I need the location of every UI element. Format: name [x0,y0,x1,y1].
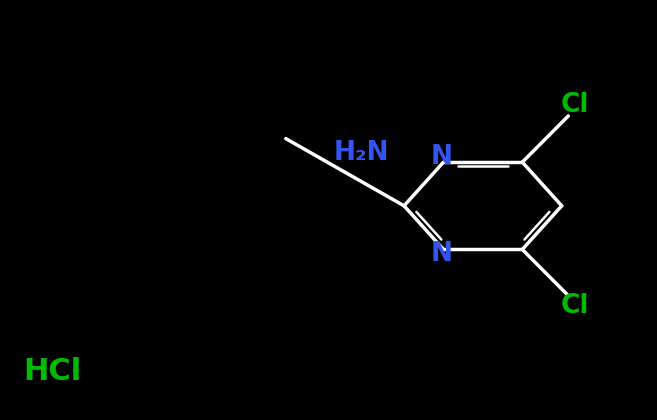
Text: HCl: HCl [24,357,81,386]
Text: H₂N: H₂N [334,140,389,166]
Text: N: N [430,241,453,268]
Text: N: N [430,144,453,170]
Text: Cl: Cl [560,92,589,118]
Text: Cl: Cl [560,293,589,319]
